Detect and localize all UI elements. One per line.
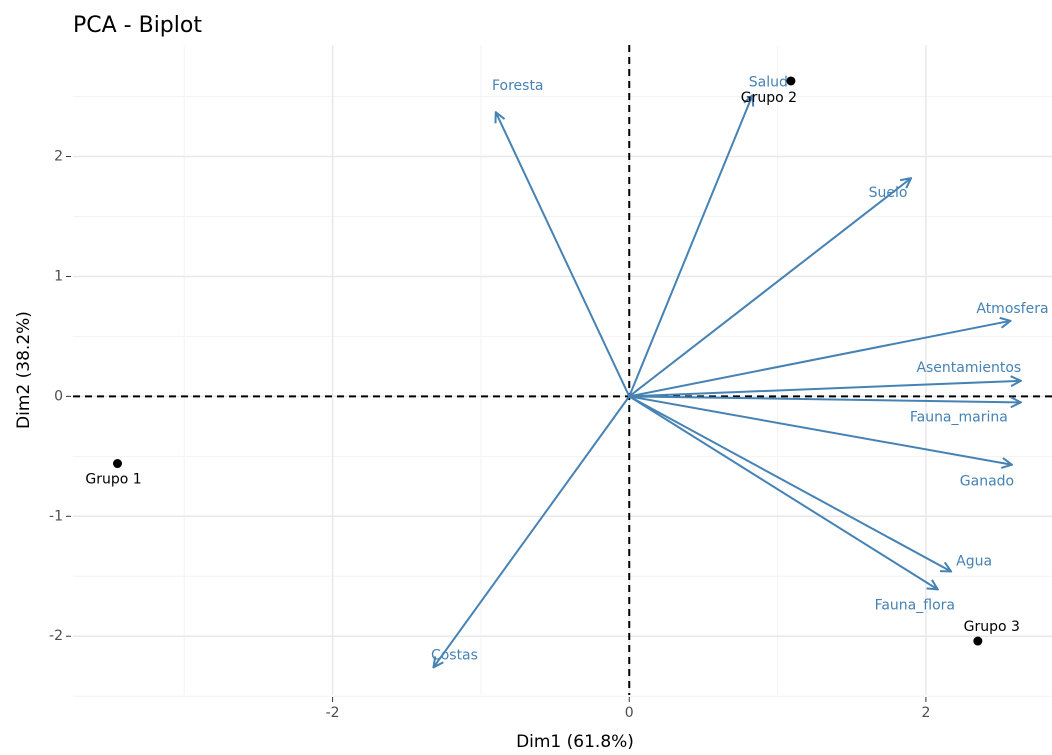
variable-label: Agua	[956, 553, 992, 569]
variable-label: Asentamientos	[916, 360, 1021, 376]
point-label: Grupo 1	[85, 472, 141, 488]
variable-arrow	[629, 381, 1021, 398]
variable-label: Fauna_marina	[910, 409, 1008, 425]
variable-label: Salud	[749, 74, 788, 90]
variable-arrow	[629, 395, 1021, 402]
x-tick-label: 2	[921, 705, 930, 721]
variable-label: Atmosfera	[976, 301, 1048, 317]
x-tick-label: -2	[326, 705, 340, 721]
variable-label: Suelo	[869, 185, 908, 201]
point-label: Grupo 2	[741, 90, 797, 106]
point	[113, 459, 122, 469]
y-axis-title: Dim2 (38.2%)	[14, 311, 34, 429]
y-tick-label: -1	[49, 508, 63, 524]
point	[973, 636, 983, 646]
variable-arrow	[628, 395, 951, 571]
variable-label: Costas	[431, 647, 478, 663]
variable-label: Fauna_flora	[875, 597, 955, 613]
variable-arrow	[433, 395, 631, 667]
x-tick-label: 0	[625, 705, 634, 721]
y-tick-label: -2	[49, 628, 63, 644]
variable-arrow	[628, 395, 938, 589]
point-label: Grupo 3	[964, 619, 1020, 635]
y-tick-label: 1	[54, 268, 63, 284]
variable-arrow	[629, 321, 1010, 398]
x-axis-title: Dim1 (61.8%)	[516, 732, 634, 752]
variable-label: Foresta	[492, 78, 544, 94]
chart-title: PCA - Biplot	[73, 13, 202, 38]
variable-arrow	[628, 178, 911, 398]
variable-arrow	[628, 95, 752, 397]
y-tick-label: 0	[54, 388, 63, 404]
variable-label: Ganado	[960, 474, 1014, 490]
point	[786, 76, 796, 86]
y-tick-label: 2	[54, 149, 63, 165]
variable-arrow	[629, 395, 1012, 464]
variable-arrow	[496, 112, 631, 397]
